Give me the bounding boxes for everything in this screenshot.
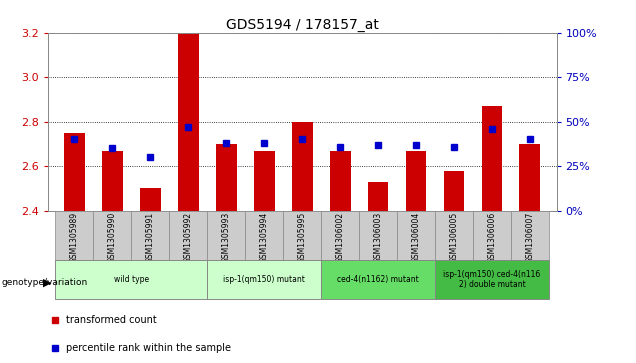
Bar bbox=[329, 151, 350, 211]
Text: GSM1305991: GSM1305991 bbox=[146, 212, 155, 263]
Bar bbox=[254, 151, 275, 211]
Text: ▶: ▶ bbox=[43, 277, 52, 287]
Text: GSM1306006: GSM1306006 bbox=[487, 212, 497, 263]
Text: transformed count: transformed count bbox=[66, 315, 156, 325]
Text: percentile rank within the sample: percentile rank within the sample bbox=[66, 343, 230, 354]
Bar bbox=[435, 211, 473, 260]
Text: GSM1306004: GSM1306004 bbox=[411, 212, 420, 263]
Bar bbox=[283, 211, 321, 260]
Bar bbox=[207, 211, 245, 260]
Bar bbox=[169, 211, 207, 260]
Bar bbox=[368, 182, 389, 211]
Bar bbox=[397, 211, 435, 260]
Text: isp-1(qm150) ced-4(n116
2) double mutant: isp-1(qm150) ced-4(n116 2) double mutant bbox=[443, 270, 541, 289]
Bar bbox=[140, 188, 161, 211]
Text: genotype/variation: genotype/variation bbox=[1, 278, 88, 287]
Bar bbox=[435, 260, 549, 299]
Bar bbox=[102, 151, 123, 211]
Text: GSM1306005: GSM1306005 bbox=[450, 212, 459, 263]
Bar bbox=[216, 144, 237, 211]
Title: GDS5194 / 178157_at: GDS5194 / 178157_at bbox=[226, 18, 378, 32]
Bar bbox=[359, 211, 397, 260]
Text: GSM1306007: GSM1306007 bbox=[525, 212, 534, 263]
Text: GSM1305990: GSM1305990 bbox=[107, 212, 117, 263]
Bar bbox=[321, 260, 435, 299]
Bar bbox=[481, 106, 502, 211]
Bar bbox=[511, 211, 549, 260]
Bar bbox=[321, 211, 359, 260]
Text: GSM1305993: GSM1305993 bbox=[222, 212, 231, 263]
Bar bbox=[55, 260, 207, 299]
Bar bbox=[64, 133, 85, 211]
Bar bbox=[520, 144, 541, 211]
Text: GSM1306002: GSM1306002 bbox=[336, 212, 345, 263]
Bar bbox=[93, 211, 131, 260]
Bar bbox=[245, 211, 283, 260]
Text: GSM1305992: GSM1305992 bbox=[184, 212, 193, 263]
Bar bbox=[55, 211, 93, 260]
Text: GSM1306003: GSM1306003 bbox=[373, 212, 382, 263]
Bar bbox=[443, 171, 464, 211]
Bar bbox=[406, 151, 427, 211]
Bar bbox=[473, 211, 511, 260]
Text: GSM1305989: GSM1305989 bbox=[70, 212, 79, 263]
Text: ced-4(n1162) mutant: ced-4(n1162) mutant bbox=[337, 275, 419, 284]
Text: GSM1305994: GSM1305994 bbox=[259, 212, 268, 263]
Text: wild type: wild type bbox=[114, 275, 149, 284]
Bar bbox=[292, 122, 312, 211]
Text: isp-1(qm150) mutant: isp-1(qm150) mutant bbox=[223, 275, 305, 284]
Bar bbox=[207, 260, 321, 299]
Text: GSM1305995: GSM1305995 bbox=[298, 212, 307, 263]
Bar bbox=[177, 33, 198, 211]
Bar bbox=[131, 211, 169, 260]
